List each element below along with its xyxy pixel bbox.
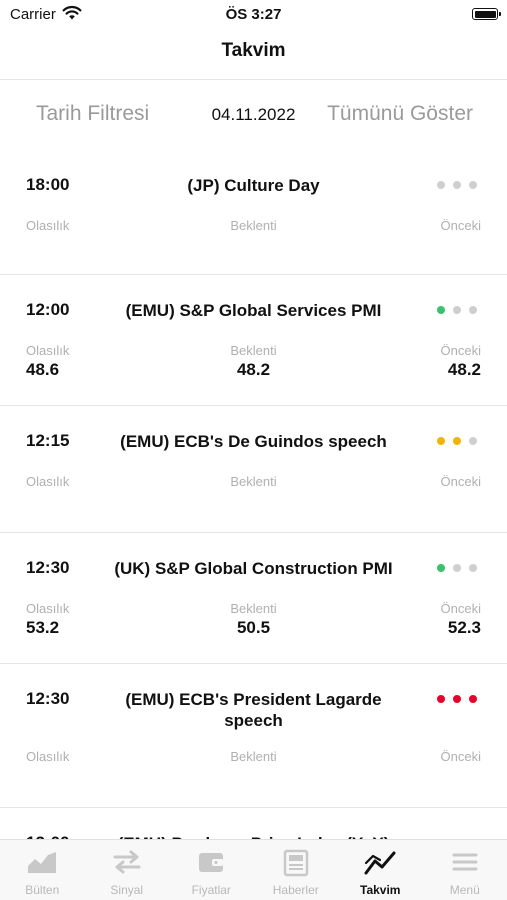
importance-dot [469,306,477,314]
hamburger-menu-icon [452,853,478,871]
previous-label: Önceki [440,218,481,233]
battery-icon [472,8,501,20]
importance-dot [453,437,461,445]
importance-dot [469,564,477,572]
importance-indicator [437,306,477,314]
show-all-button[interactable]: Tümünü Göster [327,102,473,125]
event-title: (UK) S&P Global Construction PMI [114,559,393,578]
expected-label: Beklenti [230,218,277,233]
filter-bar: Tarih Filtresi 04.11.2022 Tümünü Göster [0,100,507,130]
expected-value: 48.2 [236,360,271,379]
importance-dot [437,306,445,314]
importance-dot [453,695,461,703]
event-row[interactable]: 12:30 (EMU) ECB's President Lagarde spee… [0,664,507,808]
event-row[interactable]: 18:00 (JP) Culture Day Olasılık Beklenti… [0,150,507,275]
trend-line-icon [364,851,396,875]
event-title: (EMU) S&P Global Services PMI [125,301,382,320]
previous-label: Önceki [440,474,481,489]
previous-value: 48.2 [447,360,481,379]
wallet-icon [199,853,224,872]
probability-value: 48.6 [26,360,60,379]
importance-dot [437,695,445,703]
importance-indicator [437,564,477,572]
newspaper-icon [283,849,308,877]
wifi-icon [62,5,82,20]
importance-dot [437,564,445,572]
event-title: (JP) Culture Day [187,176,320,195]
event-row[interactable]: 12:15 (EMU) ECB's De Guindos speech Olas… [0,406,507,533]
importance-dot [469,437,477,445]
selected-date[interactable]: 04.11.2022 [211,105,296,124]
tab-label: Fiyatlar [191,883,231,897]
tab-menu[interactable]: Menü [423,840,507,900]
previous-label: Önceki [440,601,481,616]
probability-label: Olasılık [26,749,70,764]
importance-dot [453,306,461,314]
event-time: 18:00 [26,175,70,194]
probability-label: Olasılık [26,601,70,616]
event-title: (EMU) ECB's De Guindos speech [120,432,387,451]
event-time: 12:30 [26,558,70,577]
nav-divider [0,79,507,80]
expected-label: Beklenti [230,474,277,489]
probability-label: Olasılık [26,218,70,233]
expected-value: 50.5 [236,618,271,637]
importance-indicator [437,695,477,703]
importance-dot [437,181,445,189]
date-filter-button[interactable]: Tarih Filtresi [36,102,150,125]
probability-label: Olasılık [26,474,70,489]
probability-value: 53.2 [26,618,60,637]
previous-label: Önceki [440,749,481,764]
importance-dot [469,695,477,703]
previous-label: Önceki [440,343,481,358]
tab-haberler[interactable]: Haberler [254,840,339,900]
event-time: 12:00 [26,300,70,319]
tab-label: Haberler [272,883,319,897]
importance-dot [469,181,477,189]
importance-indicator [437,437,477,445]
tab-bulten[interactable]: Bülten [0,840,85,900]
page-title: Takvim [221,40,286,61]
tab-label: Takvim [360,883,401,897]
event-time: 12:15 [26,431,70,450]
previous-value: 52.3 [447,618,481,637]
event-row[interactable]: 12:00 (EMU) S&P Global Services PMI Olas… [0,275,507,406]
arrows-swap-icon [113,850,141,874]
importance-indicator [437,181,477,189]
event-title: (EMU) ECB's President Lagarde speech [125,690,382,730]
status-bar: Carrier ÖS 3:27 [0,0,507,30]
status-time: ÖS 3:27 [225,6,282,23]
tab-label: Bülten [25,883,60,897]
importance-dot [437,437,445,445]
importance-dot [453,181,461,189]
expected-label: Beklenti [230,749,277,764]
importance-dot [453,564,461,572]
event-list: 18:00 (JP) Culture Day Olasılık Beklenti… [0,150,507,868]
tab-label: Sinyal [110,883,144,897]
area-chart-icon [28,852,57,873]
tab-bar: Bülten Sinyal Fiyatlar Haberler Takvim [0,839,507,900]
tab-fiyatlar[interactable]: Fiyatlar [169,840,254,900]
expected-label: Beklenti [230,343,277,358]
tab-label: Menü [449,883,480,897]
tab-takvim[interactable]: Takvim [338,840,423,900]
event-time: 12:30 [26,689,70,708]
carrier-label: Carrier [10,6,56,23]
event-row[interactable]: 12:30 (UK) S&P Global Construction PMI O… [0,533,507,664]
expected-label: Beklenti [230,601,277,616]
probability-label: Olasılık [26,343,70,358]
tab-sinyal[interactable]: Sinyal [85,840,170,900]
